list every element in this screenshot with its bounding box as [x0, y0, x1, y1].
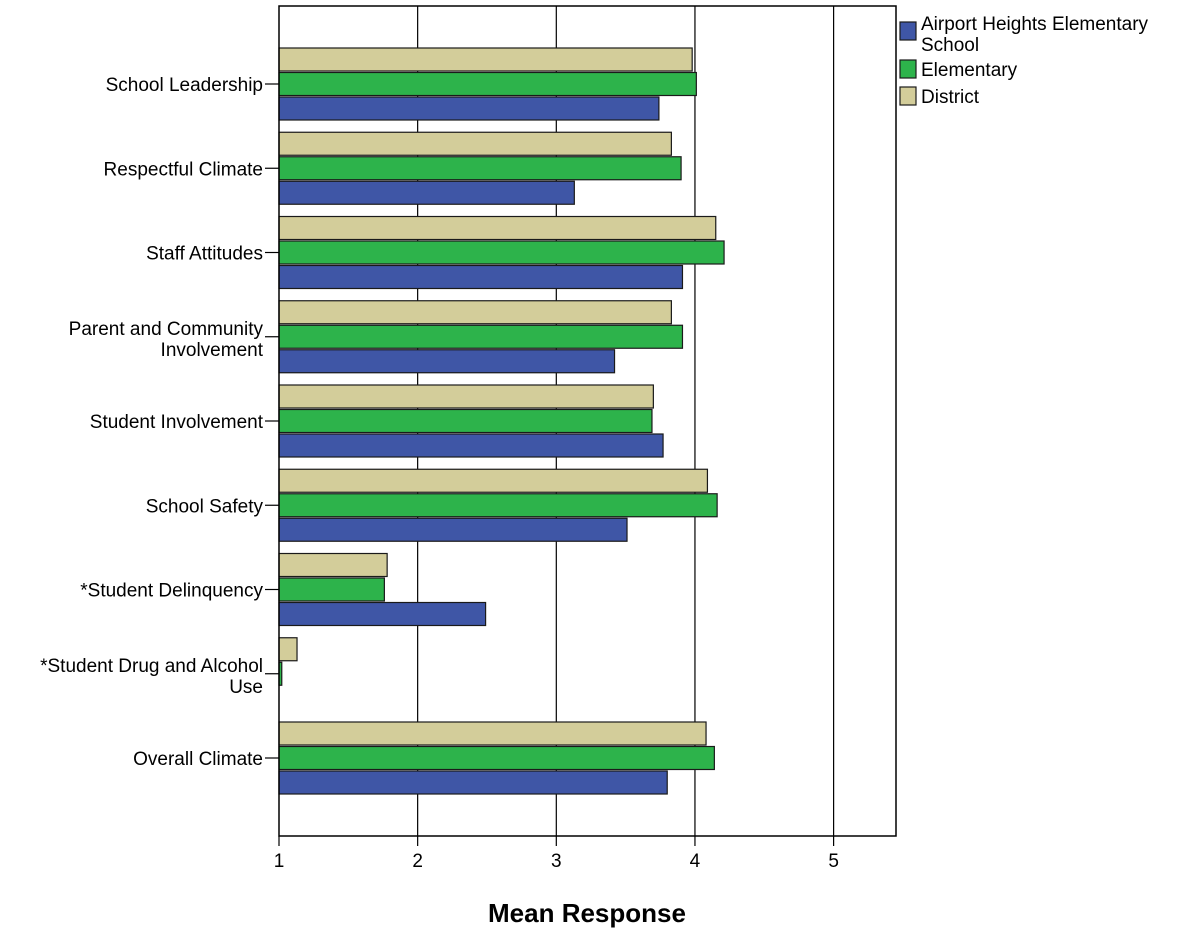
category-label-student-drug-and-alcohol-use-line1: *Student Drug and Alcohol [40, 656, 263, 677]
x-axis-label: Mean Response [488, 898, 686, 928]
bar-airport-heights-elementary-school-student-involvement [278, 433, 664, 458]
bar-elementary-student-involvement [278, 408, 653, 434]
bar-elementary-school-leadership [278, 71, 697, 97]
legend-label-airport-heights-elementary-school-line2: School [921, 35, 979, 56]
bar-elementary-school-safety [278, 493, 718, 518]
category-label-parent-and-community-involvement-line2: Involvement [161, 340, 264, 361]
bar-marks [278, 47, 725, 795]
legend-swatch-district [899, 86, 917, 106]
legend-label-district: District [921, 87, 980, 108]
bar-district-school-safety [278, 468, 709, 493]
bar-airport-heights-elementary-school-overall-climate [278, 770, 668, 795]
x-tick-label-1: 1 [274, 851, 285, 872]
bar-airport-heights-elementary-school-student-delinquency [278, 601, 487, 627]
x-tick-label-4: 4 [690, 851, 701, 872]
category-label-student-delinquency: *Student Delinquency [80, 581, 263, 602]
bar-elementary-parent-and-community-involvement [278, 324, 684, 349]
bar-district-school-leadership [278, 47, 693, 72]
legend-item-district[interactable]: District [899, 86, 980, 108]
bar-district-overall-climate [278, 721, 707, 746]
category-label-overall-climate: Overall Climate [133, 749, 263, 770]
bar-elementary-respectful-climate [278, 156, 682, 181]
legend-label-elementary: Elementary [921, 60, 1018, 81]
bar-airport-heights-elementary-school-school-safety [278, 517, 628, 542]
category-label-parent-and-community-involvement-line1: Parent and Community [69, 319, 264, 340]
bar-district-parent-and-community-involvement [278, 300, 672, 325]
x-tick-label-3: 3 [551, 851, 562, 872]
bar-district-student-drug-and-alcohol-use [278, 637, 298, 662]
bar-elementary-student-delinquency [278, 577, 385, 602]
x-tick-label-5: 5 [828, 851, 839, 872]
bar-airport-heights-elementary-school-school-leadership [278, 96, 660, 121]
bar-airport-heights-elementary-school-staff-attitudes [278, 264, 684, 290]
bar-district-staff-attitudes [278, 215, 717, 241]
legend-swatch-airport-heights-elementary-school [899, 21, 917, 41]
bar-airport-heights-elementary-school-parent-and-community-involvement [278, 349, 616, 374]
category-label-student-involvement: Student Involvement [90, 412, 264, 433]
legend-label-airport-heights-elementary-school-line1: Airport Heights Elementary [921, 14, 1149, 35]
bar-district-respectful-climate [278, 131, 672, 156]
category-labels: School Leadership Respectful Climate Staff… [40, 75, 279, 770]
legend-item-elementary[interactable]: Elementary [899, 59, 1018, 81]
category-label-student-drug-and-alcohol-use-line2: Use [229, 677, 263, 698]
category-label-staff-attitudes: Staff Attitudes [146, 244, 263, 265]
x-tick-labels: 1 2 3 4 5 [274, 836, 839, 872]
bar-district-student-involvement [278, 384, 654, 409]
bar-elementary-staff-attitudes [278, 240, 725, 265]
category-label-school-leadership: School Leadership [106, 75, 263, 96]
bar-elementary-overall-climate [278, 745, 715, 771]
bar-airport-heights-elementary-school-respectful-climate [278, 180, 575, 205]
category-label-respectful-climate: Respectful Climate [104, 159, 263, 180]
bar-district-student-delinquency [278, 552, 388, 578]
legend-swatch-elementary [899, 59, 917, 79]
x-tick-label-2: 2 [412, 851, 423, 872]
category-label-school-safety: School Safety [146, 496, 264, 517]
